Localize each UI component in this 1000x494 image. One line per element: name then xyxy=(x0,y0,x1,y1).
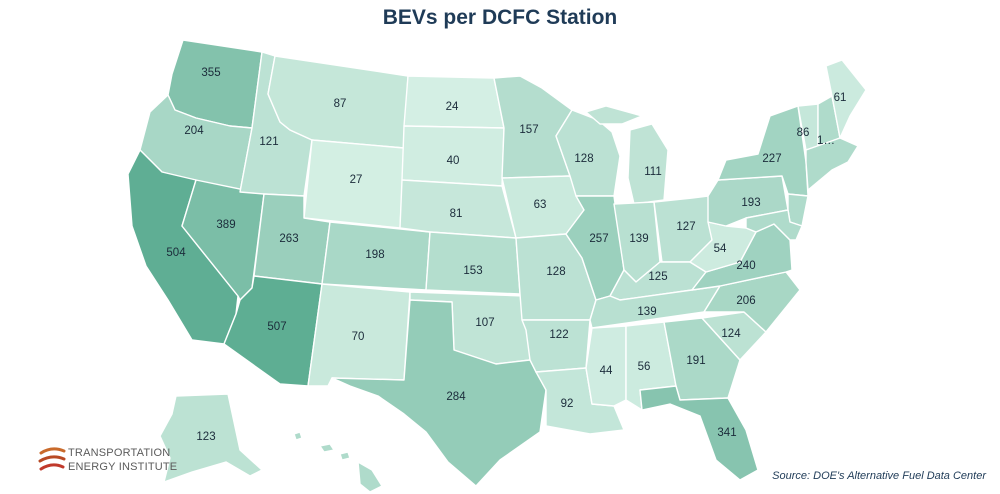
label-IA: 63 xyxy=(534,199,547,211)
label-ME: 61 xyxy=(834,92,847,104)
label-ND: 24 xyxy=(446,101,459,113)
label-CO: 198 xyxy=(365,249,384,261)
label-TN: 139 xyxy=(637,306,656,318)
state-DE-MD[interactable] xyxy=(745,209,803,241)
label-PA: 193 xyxy=(741,197,760,209)
label-NH: 1… xyxy=(817,135,835,147)
label-TX: 284 xyxy=(446,391,466,403)
map-title: BEVs per DCFC Station xyxy=(382,6,618,29)
label-AR: 122 xyxy=(549,329,568,341)
label-SC: 124 xyxy=(721,328,741,340)
state-HI[interactable] xyxy=(293,431,383,493)
label-OH: 127 xyxy=(676,221,695,233)
label-VT: 86 xyxy=(797,127,810,139)
label-KS: 153 xyxy=(463,265,482,277)
label-VA: 240 xyxy=(736,260,755,272)
label-MO: 128 xyxy=(546,266,565,278)
label-MS: 44 xyxy=(600,365,613,377)
state-NJ[interactable] xyxy=(787,193,809,227)
label-UT: 263 xyxy=(279,233,298,245)
tei-logo-mark-icon xyxy=(38,447,66,471)
state-AR[interactable] xyxy=(521,319,591,373)
label-ID: 121 xyxy=(259,136,278,148)
label-IN: 139 xyxy=(629,233,648,245)
label-MT: 87 xyxy=(334,98,347,110)
label-MI: 111 xyxy=(644,166,661,178)
label-NY: 227 xyxy=(762,153,781,165)
source-note: Source: DOE's Alternative Fuel Data Cent… xyxy=(772,470,986,482)
label-IL: 257 xyxy=(589,233,608,245)
label-CA: 504 xyxy=(166,247,186,259)
label-WI: 128 xyxy=(574,153,593,165)
state-NY[interactable] xyxy=(717,105,809,197)
state-AK[interactable] xyxy=(159,393,263,483)
label-AZ: 507 xyxy=(267,321,286,333)
label-WY: 27 xyxy=(350,174,363,186)
state-WI[interactable] xyxy=(555,109,621,197)
label-OR: 204 xyxy=(184,125,204,137)
label-NM: 70 xyxy=(352,331,365,343)
logo-line-1: TRANSPORTATION xyxy=(68,447,171,459)
label-WV: 54 xyxy=(714,243,727,255)
label-MN: 157 xyxy=(519,124,538,136)
label-GA: 191 xyxy=(686,355,705,367)
label-NE: 81 xyxy=(450,208,463,220)
label-AL: 56 xyxy=(638,361,651,373)
state-MA-RI-CT[interactable] xyxy=(805,137,859,191)
label-OK: 107 xyxy=(475,317,494,329)
tei-logo: TRANSPORTATION ENERGY INSTITUTE xyxy=(38,444,198,480)
state-TX[interactable] xyxy=(331,299,547,487)
label-KY: 125 xyxy=(648,271,667,283)
logo-line-2: ENERGY INSTITUTE xyxy=(68,461,178,473)
state-KS[interactable] xyxy=(425,231,521,295)
label-NV: 389 xyxy=(216,219,235,231)
label-AK: 123 xyxy=(196,431,215,443)
label-LA: 92 xyxy=(561,398,574,410)
state-FL[interactable] xyxy=(639,385,759,481)
label-NC: 206 xyxy=(736,295,755,307)
state-MI[interactable] xyxy=(585,105,669,205)
label-WA: 355 xyxy=(201,67,220,79)
label-SD: 40 xyxy=(447,155,460,167)
label-FL: 341 xyxy=(717,427,736,439)
